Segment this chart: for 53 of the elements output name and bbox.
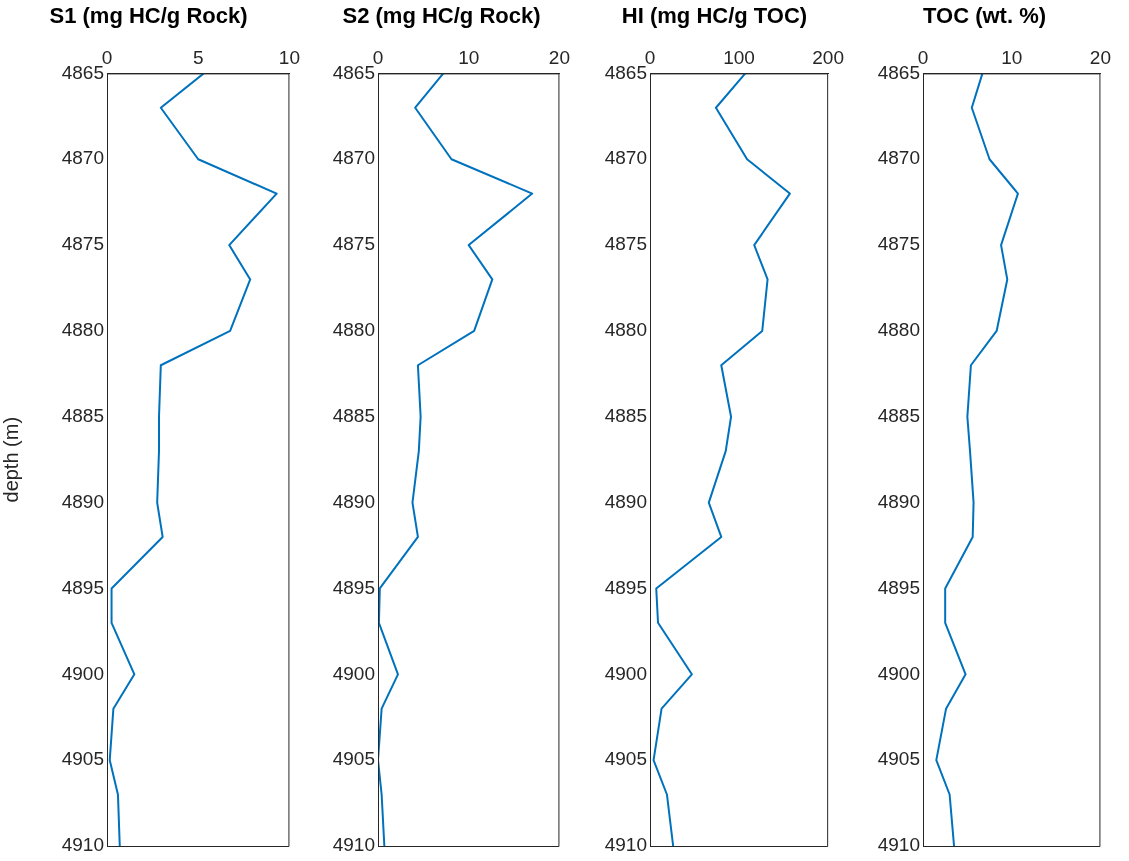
y-tick-label: 4895	[604, 576, 647, 598]
y-axis-title: depth (m)	[0, 416, 22, 503]
chart-title: S2 (mg HC/g Rock)	[342, 3, 541, 29]
y-tick-label: 4875	[332, 233, 375, 255]
y-tick-label: 4910	[61, 834, 104, 856]
x-tick-label: 20	[1089, 47, 1111, 69]
y-tick-label: 4885	[61, 405, 104, 427]
y-tick-label: 4905	[604, 748, 647, 770]
y-tick-label: 4865	[61, 61, 104, 83]
x-tick-label: 10	[278, 47, 300, 69]
x-tick-label: 10	[1001, 47, 1023, 69]
x-tick-label: 200	[812, 47, 844, 69]
y-tick-label: 4900	[604, 662, 647, 684]
y-tick-label: 4870	[604, 147, 647, 169]
y-tick-label: 4895	[877, 576, 920, 598]
chart-title: S1 (mg HC/g Rock)	[49, 3, 248, 29]
chart-title: HI (mg HC/g TOC)	[621, 3, 808, 29]
x-tick-label: 20	[548, 47, 570, 69]
y-tick-label: 4900	[332, 662, 375, 684]
y-tick-label: 4900	[877, 662, 920, 684]
y-tick-label: 4870	[332, 147, 375, 169]
y-tick-label: 4910	[604, 834, 647, 856]
y-tick-label: 4875	[877, 233, 920, 255]
y-tick-label: 4875	[604, 233, 647, 255]
y-tick-label: 4910	[877, 834, 920, 856]
y-tick-label: 4880	[61, 319, 104, 341]
y-tick-label: 4885	[877, 405, 920, 427]
y-tick-label: 4880	[604, 319, 647, 341]
y-tick-label: 4905	[61, 748, 104, 770]
y-tick-label: 4895	[332, 576, 375, 598]
y-tick-label: 4880	[877, 319, 920, 341]
y-tick-label: 4890	[604, 490, 647, 512]
y-tick-label: 4890	[61, 490, 104, 512]
y-tick-label: 4905	[877, 748, 920, 770]
y-tick-label: 4875	[61, 233, 104, 255]
y-tick-label: 4865	[332, 61, 375, 83]
x-tick-label: 10	[458, 47, 480, 69]
y-tick-label: 4900	[61, 662, 104, 684]
y-tick-label: 4885	[332, 405, 375, 427]
y-tick-label: 4905	[332, 748, 375, 770]
y-tick-label: 4865	[877, 61, 920, 83]
y-tick-label: 4895	[61, 576, 104, 598]
x-tick-label: 5	[192, 47, 204, 69]
y-tick-label: 4890	[877, 490, 920, 512]
y-tick-label: 4870	[61, 147, 104, 169]
chart-title: TOC (wt. %)	[922, 3, 1047, 29]
y-tick-label: 4870	[877, 147, 920, 169]
x-tick-label: 100	[723, 47, 755, 69]
y-tick-label: 4910	[332, 834, 375, 856]
y-tick-label: 4865	[604, 61, 647, 83]
y-tick-label: 4880	[332, 319, 375, 341]
y-tick-label: 4885	[604, 405, 647, 427]
y-tick-label: 4890	[332, 490, 375, 512]
